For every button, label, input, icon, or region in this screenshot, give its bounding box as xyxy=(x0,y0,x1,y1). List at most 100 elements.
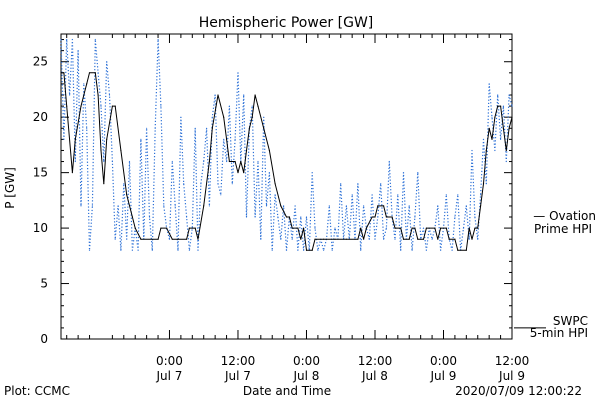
ovation-data-point xyxy=(91,205,93,207)
ovation-data-point xyxy=(394,238,396,240)
swpc-data-point xyxy=(482,183,485,185)
swpc-data-point xyxy=(383,205,385,207)
ovation-data-point xyxy=(317,249,319,251)
ovation-data-point xyxy=(314,227,316,229)
ovation-data-point xyxy=(457,194,459,196)
swpc-data-point xyxy=(400,227,402,229)
ovation-data-point xyxy=(371,194,373,196)
x-tick-date-label: Jul 7 xyxy=(155,369,182,383)
swpc-data-point xyxy=(194,227,196,229)
x-tick-date-label: Jul 9 xyxy=(498,369,525,383)
ovation-data-point xyxy=(86,127,88,129)
swpc-data-point xyxy=(60,72,62,74)
x-tick-date-label: Jul 9 xyxy=(430,369,457,383)
ovation-data-point xyxy=(277,216,279,218)
swpc-data-point xyxy=(208,160,210,163)
ovation-data-point xyxy=(334,227,336,229)
swpc-data-point xyxy=(457,249,459,251)
ovation-data-point xyxy=(177,249,179,251)
swpc-data-point xyxy=(71,172,73,174)
ovation-data-point xyxy=(368,238,370,240)
x-axis-label: Date and Time xyxy=(243,384,331,398)
ovation-data-point xyxy=(511,105,513,107)
ovation-data-point xyxy=(94,38,96,41)
ovation-data-point xyxy=(474,216,476,218)
ovation-data-point xyxy=(223,138,225,140)
swpc-series-line xyxy=(61,72,513,251)
ovation-data-point xyxy=(251,105,253,107)
ovation-data-point xyxy=(477,238,479,240)
swpc-data-point xyxy=(86,83,88,85)
plot-frame xyxy=(60,33,513,340)
footer-timestamp: 2020/07/09 12:00:22 xyxy=(455,384,582,398)
swpc-data-point xyxy=(417,238,419,240)
ovation-data-point xyxy=(174,205,176,207)
ovation-data-point xyxy=(271,249,273,251)
ovation-data-point xyxy=(502,105,504,107)
swpc-data-point xyxy=(511,116,513,118)
ovation-data-point xyxy=(422,227,425,229)
ovation-data-point xyxy=(243,94,245,96)
y-axis-label: P [GW] xyxy=(3,167,17,209)
ovation-data-point xyxy=(188,249,190,251)
ovation-data-point xyxy=(508,94,510,96)
footer-plot-credit: Plot: CCMC xyxy=(4,384,70,398)
ovation-data-point xyxy=(482,138,485,140)
swpc-data-point xyxy=(111,105,113,107)
swpc-data-point xyxy=(288,216,290,218)
ovation-data-point xyxy=(226,160,228,163)
ovation-data-point xyxy=(80,205,82,207)
ovation-data-point xyxy=(237,72,239,74)
swpc-data-point xyxy=(303,227,305,229)
y-tick-label: 20 xyxy=(33,110,48,124)
swpc-data-point xyxy=(188,227,190,229)
swpc-data-point xyxy=(394,227,396,229)
swpc-data-point xyxy=(126,194,128,196)
swpc-data-point xyxy=(425,227,427,229)
ovation-data-point xyxy=(106,61,108,63)
swpc-data-point xyxy=(365,227,367,229)
swpc-data-point xyxy=(243,172,245,174)
swpc-data-point xyxy=(305,249,308,251)
ovation-data-point xyxy=(274,194,276,196)
swpc-data-point xyxy=(248,127,250,129)
ovation-data-point xyxy=(340,183,342,185)
ovation-data-point xyxy=(363,205,365,207)
swpc-data-point xyxy=(437,238,439,240)
swpc-data-point xyxy=(505,149,507,152)
swpc-data-point xyxy=(245,149,248,152)
swpc-data-point xyxy=(402,238,405,240)
ovation-data-point xyxy=(431,238,433,240)
swpc-data-point xyxy=(411,227,413,229)
swpc-data-point xyxy=(203,205,205,207)
ovation-data-point xyxy=(485,183,487,185)
swpc-data-point xyxy=(254,94,256,96)
ovation-data-point xyxy=(357,183,359,185)
ovation-data-point xyxy=(377,216,379,218)
swpc-data-point xyxy=(97,94,99,96)
swpc-data-point xyxy=(300,238,302,240)
ovation-data-point xyxy=(351,194,353,196)
ovation-data-point xyxy=(88,249,91,251)
ovation-data-point xyxy=(491,116,493,118)
ovation-data-point xyxy=(414,216,416,218)
ovation-data-point xyxy=(97,72,99,74)
swpc-data-point xyxy=(177,238,179,240)
ovation-data-point xyxy=(197,249,199,251)
ovation-data-point xyxy=(74,160,76,163)
swpc-data-point xyxy=(88,72,91,74)
ovation-data-point xyxy=(397,194,399,196)
ovation-data-point xyxy=(402,172,405,174)
ovation-data-point xyxy=(211,116,213,118)
ovation-data-point xyxy=(128,160,131,163)
ovation-data-point xyxy=(69,94,71,96)
ovation-data-point xyxy=(425,249,427,251)
ovation-data-point xyxy=(257,160,259,163)
swpc-data-point xyxy=(323,238,325,240)
ovation-data-point xyxy=(231,183,233,185)
swpc-data-point xyxy=(120,149,122,152)
ovation-data-point xyxy=(294,205,296,207)
ovation-data-point xyxy=(360,249,362,251)
ovation-data-point xyxy=(203,160,205,163)
